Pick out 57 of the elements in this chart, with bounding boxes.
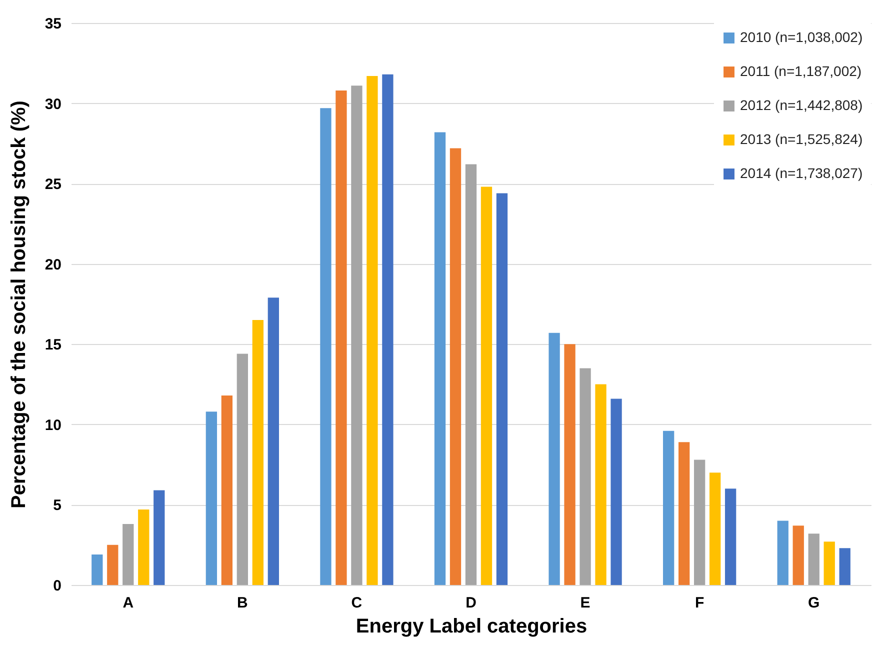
bar [154,490,165,585]
bar [221,396,233,585]
y-axis-title: Percentage of the social housing stock (%) [8,100,30,508]
y-tick-label: 10 [44,416,62,434]
legend-label: 2011 (n=1,187,002) [740,63,862,79]
bar [434,132,446,585]
bar [709,472,721,585]
bar [694,460,706,585]
x-axis-title: Energy Label categories [356,616,588,638]
bar [595,384,606,585]
x-tick-label: F [694,594,704,612]
y-tick-label: 5 [53,497,62,514]
bar [610,398,622,585]
bar [480,186,492,585]
bar [366,76,378,585]
bar [824,542,835,585]
bar [320,108,332,585]
bar [808,534,820,585]
bar [107,544,118,585]
bar [236,354,248,585]
bar [564,344,576,585]
x-tick-label: E [580,594,590,612]
bar [792,526,804,585]
legend-label: 2014 (n=1,738,027) [740,165,863,181]
x-tick-label: A [122,594,134,612]
bar [548,332,560,585]
bar [268,298,279,585]
bar [777,520,788,585]
bar [336,90,347,585]
bar [496,193,508,585]
y-tick-label: 0 [53,578,62,594]
x-tick-label: C [351,594,362,612]
bar [138,510,150,585]
y-tick-label: 20 [44,256,62,274]
bar [122,524,134,585]
bar [724,488,736,585]
x-tick-label: G [808,594,820,612]
legend-label: 2010 (n=1,038,002) [740,29,863,45]
bar [92,554,103,585]
bar [382,74,394,585]
bar [351,86,362,585]
legend-label: 2013 (n=1,525,824) [740,131,863,147]
bar [450,148,462,585]
bar [252,320,264,585]
y-tick-label: 35 [44,16,62,32]
y-tick-label: 15 [44,336,62,354]
x-tick-label: B [237,594,248,612]
bar [678,442,690,585]
bar [839,548,850,585]
x-tick-label: D [466,594,477,612]
bar [465,164,477,585]
bar [663,430,674,585]
y-tick-label: 25 [44,176,62,194]
legend-label: 2012 (n=1,442,808) [740,97,863,113]
bar [580,368,591,585]
bar [206,412,218,585]
y-tick-label: 30 [44,96,62,113]
